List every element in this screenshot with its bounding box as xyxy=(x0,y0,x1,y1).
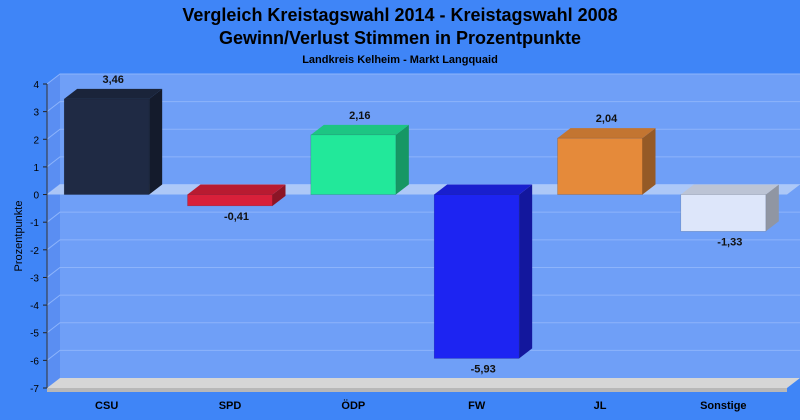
y-tick-label: 1 xyxy=(33,163,39,174)
bar-csu xyxy=(63,88,163,195)
bar-fw xyxy=(433,184,533,359)
y-tick-label: -7 xyxy=(30,384,39,395)
bar-side xyxy=(272,184,286,206)
y-tick-label: -3 xyxy=(30,273,39,284)
y-tick-label: -1 xyxy=(30,218,39,229)
value-label: -5,93 xyxy=(471,363,496,375)
grid-line xyxy=(46,294,800,306)
bar-sonstige xyxy=(680,184,779,232)
grid-line xyxy=(46,239,800,251)
grid-line xyxy=(46,101,800,113)
bar-front xyxy=(310,134,397,195)
y-tick-label: 0 xyxy=(33,191,39,202)
y-tick-label: 2 xyxy=(33,135,39,146)
grid-line xyxy=(46,156,800,168)
x-tick-label: FW xyxy=(468,400,486,412)
y-tick-label: -5 xyxy=(30,329,39,340)
chart-subtitle-line2: Gewinn/Verlust Stimmen in Prozentpunkte xyxy=(218,28,582,48)
y-tick-label: -4 xyxy=(30,301,39,312)
grid-line xyxy=(46,211,800,223)
floor-edge xyxy=(47,388,787,392)
x-tick-label: JL xyxy=(594,400,607,412)
x-tick-label: Sonstige xyxy=(700,400,746,412)
bar-front xyxy=(680,194,767,232)
y-tick-label: -2 xyxy=(30,246,39,257)
grid-line xyxy=(46,128,800,140)
x-tick-label: ÖDP xyxy=(341,399,365,412)
value-label: 2,16 xyxy=(349,110,370,122)
y-tick-label: 3 xyxy=(33,108,39,119)
value-label: 2,04 xyxy=(596,113,618,125)
bar-jl xyxy=(557,128,656,195)
bar-side xyxy=(519,184,533,359)
grid-line xyxy=(46,349,800,361)
value-label: -0,41 xyxy=(224,211,249,223)
bar-top xyxy=(557,128,656,139)
grid-line xyxy=(46,73,800,85)
floor xyxy=(47,378,800,388)
grid-line xyxy=(46,266,800,278)
bar-side xyxy=(642,128,656,195)
y-axis-label: Prozentpunkte xyxy=(13,201,25,272)
y-tick-label: -6 xyxy=(30,356,39,367)
bar-front xyxy=(433,194,520,359)
chart-title: Vergleich Kreistagswahl 2014 - Kreistags… xyxy=(182,5,618,25)
bar-top xyxy=(310,124,409,135)
value-label: -1,33 xyxy=(717,236,742,248)
bar-side xyxy=(395,124,409,195)
y-tick-label: 4 xyxy=(33,80,39,91)
bar-top xyxy=(187,184,286,195)
bar-ödp xyxy=(310,124,409,195)
bar-side xyxy=(765,184,779,232)
bar-spd xyxy=(187,184,286,207)
bar-front xyxy=(557,137,643,195)
side-wall xyxy=(47,74,60,388)
grid-line xyxy=(46,322,800,334)
bar-top xyxy=(64,88,163,99)
bar-side xyxy=(149,88,163,195)
bar-top xyxy=(434,184,533,195)
x-tick-label: CSU xyxy=(95,400,118,412)
bar-front xyxy=(187,194,273,207)
value-label: 3,46 xyxy=(102,74,123,86)
chart-subtitle: Landkreis Kelheim - Markt Langquaid xyxy=(302,54,498,66)
x-tick-label: SPD xyxy=(219,400,242,412)
bar-front xyxy=(63,98,150,195)
bar-top xyxy=(680,184,779,195)
